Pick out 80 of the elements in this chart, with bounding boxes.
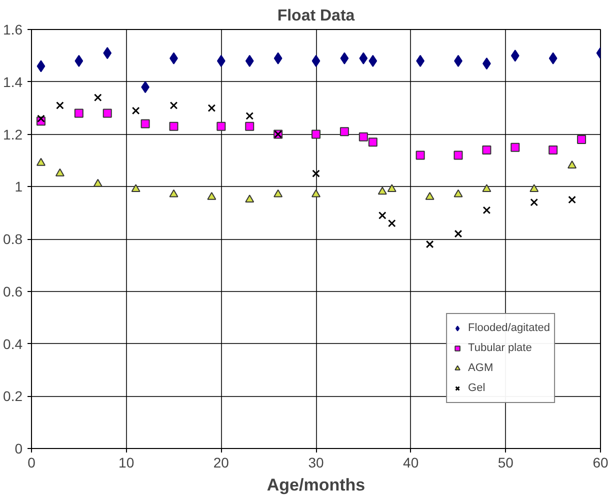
point — [530, 184, 539, 192]
x-tick-label: 40 — [403, 454, 419, 470]
point — [170, 102, 178, 110]
point — [37, 114, 45, 122]
x-tick-label: 50 — [498, 454, 514, 470]
point — [246, 112, 254, 120]
legend-label: Gel — [468, 382, 486, 394]
point — [577, 134, 586, 144]
point — [359, 52, 368, 64]
point — [169, 122, 178, 131]
legend-label: Tubular plate — [468, 342, 532, 354]
point — [56, 102, 64, 110]
y-tick-label: 1.6 — [3, 22, 23, 38]
x-tick-label: 30 — [308, 454, 324, 470]
point — [312, 54, 320, 67]
point — [312, 130, 320, 139]
y-tick-label: 0.4 — [3, 336, 23, 352]
point — [568, 196, 576, 204]
y-tick-label: 0.6 — [3, 283, 23, 300]
point — [74, 108, 84, 118]
chart-title: Float Data — [277, 8, 355, 24]
x-tick-label: 20 — [213, 454, 230, 470]
point — [510, 142, 520, 152]
point — [208, 104, 216, 112]
point — [378, 186, 387, 195]
point — [312, 189, 320, 198]
point — [74, 54, 84, 67]
point — [548, 52, 558, 64]
x-tick-label: 10 — [118, 454, 134, 470]
point — [388, 219, 396, 228]
point — [132, 106, 140, 115]
point — [548, 145, 558, 154]
point — [378, 212, 386, 220]
point — [36, 158, 46, 166]
y-tick-label: 0.2 — [3, 388, 23, 404]
point — [207, 192, 216, 200]
y-tick-label: 1.2 — [3, 126, 23, 142]
point — [274, 189, 283, 198]
point — [131, 184, 140, 192]
point — [274, 52, 282, 64]
y-tick-label: 1.4 — [3, 74, 23, 90]
point — [245, 54, 254, 67]
point — [55, 168, 64, 176]
point — [169, 189, 178, 198]
y-tick-label: 1 — [14, 178, 23, 195]
point — [245, 194, 254, 203]
point — [93, 178, 102, 187]
point — [482, 206, 491, 214]
point — [102, 108, 112, 118]
point — [426, 240, 434, 248]
x-tick-label: 0 — [28, 454, 36, 470]
point — [454, 189, 463, 198]
point — [312, 170, 320, 178]
point — [482, 184, 492, 192]
point — [103, 47, 112, 60]
point — [340, 127, 349, 136]
point — [510, 50, 520, 62]
point — [94, 94, 102, 102]
x-axis-title: Age/months — [266, 476, 366, 494]
point — [416, 150, 425, 160]
point — [245, 122, 254, 131]
point — [387, 184, 396, 192]
y-tick-label: 0.8 — [3, 231, 23, 247]
y-tick-label: 0 — [14, 440, 23, 456]
point — [425, 192, 434, 200]
point — [140, 119, 150, 128]
point — [216, 122, 226, 131]
legend-label: Flooded/agitated — [468, 322, 550, 334]
point — [368, 54, 378, 67]
point — [454, 230, 462, 238]
point — [530, 198, 538, 206]
point — [368, 138, 378, 147]
x-tick-label: 60 — [592, 454, 608, 470]
point — [454, 150, 463, 160]
point — [482, 145, 492, 154]
point — [568, 160, 577, 168]
point — [340, 52, 349, 64]
point — [358, 132, 368, 142]
legend-label: AGM — [468, 362, 494, 374]
point — [36, 60, 46, 72]
